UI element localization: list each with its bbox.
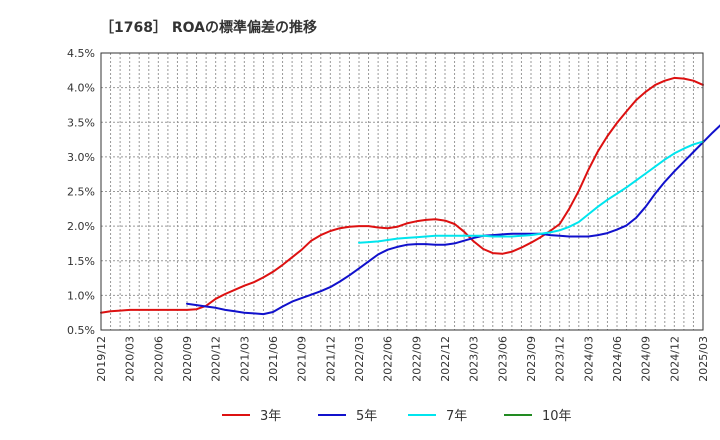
series-lines [100, 76, 720, 316]
x-tick-label: 2023/03 [468, 336, 481, 382]
y-tick-label: 3.0% [67, 151, 95, 164]
legend-label: 5年 [356, 409, 377, 424]
x-tick-label: 2021/06 [267, 336, 280, 382]
legend-label: 3年 [260, 409, 281, 424]
y-tick-label: 0.5% [67, 324, 95, 337]
plot-frame [100, 52, 704, 331]
series-line-5年 [186, 124, 720, 316]
x-tick-label: 2020/06 [152, 336, 165, 382]
y-tick-label: 1.5% [67, 255, 95, 268]
y-tick-label: 2.0% [67, 220, 95, 233]
chart-title: ［1768］ ROAの標準偏差の推移 [100, 19, 317, 36]
x-tick-label: 2021/09 [296, 336, 309, 382]
x-tick-label: 2021/03 [238, 336, 251, 382]
x-tick-label: 2025/03 [697, 336, 710, 382]
x-tick-label: 2024/12 [668, 336, 681, 382]
legend-label: 7年 [446, 409, 467, 424]
x-tick-label: 2022/03 [353, 336, 366, 382]
x-tick-label: 2020/03 [124, 336, 137, 382]
y-tick-label: 4.0% [67, 82, 95, 95]
x-axis-tick-labels: 2019/12 2020/03 2020/06 2020/09 2020/12 2021/… [95, 336, 710, 382]
legend-label: 10年 [542, 409, 572, 424]
x-tick-label: 2023/06 [496, 336, 509, 382]
x-tick-label: 2024/03 [582, 336, 595, 382]
x-tick-label: 2020/09 [181, 336, 194, 382]
x-tick-label: 2023/12 [554, 336, 567, 382]
x-tick-label: 2019/12 [95, 336, 108, 382]
x-tick-label: 2024/06 [611, 336, 624, 382]
y-tick-label: 3.5% [67, 116, 95, 129]
y-tick-label: 4.5% [67, 47, 95, 60]
x-tick-label: 2020/12 [210, 336, 223, 382]
x-tick-label: 2022/12 [439, 336, 452, 382]
y-tick-label: 1.0% [67, 289, 95, 302]
legend: 3年 5年 7年 10年 [222, 409, 572, 424]
x-tick-label: 2024/09 [640, 336, 653, 382]
series-line-7年 [358, 140, 704, 244]
x-tick-label: 2022/09 [410, 336, 423, 382]
x-tick-label: 2022/06 [382, 336, 395, 382]
x-tick-label: 2023/09 [525, 336, 538, 382]
series-line-3年 [100, 76, 704, 314]
y-tick-label: 2.5% [67, 186, 95, 199]
y-axis-tick-labels: 0.5% 1.0% 1.5% 2.0% 2.5% 3.0% 3.5% 4.0% 4.5% [67, 47, 95, 337]
x-tick-label: 2021/12 [324, 336, 337, 382]
grid [101, 53, 703, 330]
